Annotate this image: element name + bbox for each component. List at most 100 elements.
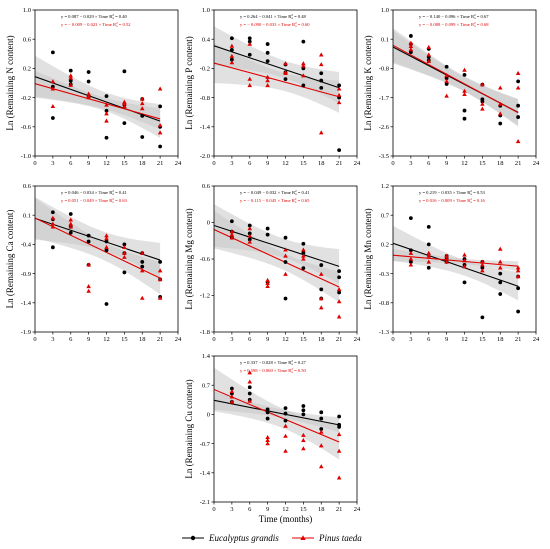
data-point-pinus xyxy=(122,103,127,109)
data-point-pinus xyxy=(265,280,270,286)
data-point-eucalyptus xyxy=(122,242,127,247)
r-squared-value: = 0.52 xyxy=(118,22,132,27)
regression-line-pinus xyxy=(214,388,340,443)
x-tick-label: 24 xyxy=(175,336,182,343)
x-tick-label: 18 xyxy=(318,506,325,513)
r-squared-subscript: a xyxy=(470,192,472,196)
data-point-pinus xyxy=(50,224,56,229)
data-point-eucalyptus xyxy=(265,407,270,412)
data-point-eucalyptus xyxy=(516,115,521,119)
data-point-pinus xyxy=(301,63,306,68)
equation-text: y = 0.087 − 0.029 × Time xyxy=(61,14,108,19)
data-point-pinus xyxy=(301,432,306,437)
data-point-pinus xyxy=(283,423,288,428)
x-tick-label: 18 xyxy=(318,160,325,167)
y-tick-label: 1.0 xyxy=(381,7,389,14)
x-tick-label: 12 xyxy=(282,506,289,513)
x-tick-label: 3 xyxy=(230,160,233,167)
data-point-eucalyptus xyxy=(86,79,91,84)
y-tick-label: -3.5 xyxy=(379,153,389,160)
data-point-pinus xyxy=(301,253,306,258)
data-point-eucalyptus xyxy=(104,108,109,113)
equation-text: y = 0.598 − 0.060 × Time xyxy=(240,368,287,373)
r-squared-value: = 0.60 xyxy=(297,22,311,27)
r-squared-symbol: R xyxy=(466,198,471,203)
regression-line-eucalyptus xyxy=(214,399,340,426)
data-point-pinus xyxy=(301,61,306,66)
data-point-pinus xyxy=(283,271,288,276)
regression-equation-pinus: y = − 0.009 − 0.023 × Time Ra2 = 0.52 xyxy=(61,21,131,28)
x-tick-label: 9 xyxy=(266,160,269,167)
y-tick-label: -1.7 xyxy=(379,95,390,102)
x-tick-label: 12 xyxy=(282,336,289,343)
data-point-pinus xyxy=(68,73,74,78)
data-point-pinus xyxy=(68,217,74,222)
r-squared-value: = 0.41 xyxy=(297,190,311,195)
data-point-pinus xyxy=(480,106,485,111)
x-tick-label: 15 xyxy=(300,336,307,343)
regression-equation-eucalyptus: y = 0.087 − 0.029 × Time Ra2 = 0.40 xyxy=(61,13,128,20)
data-point-pinus xyxy=(104,102,109,107)
data-point-pinus xyxy=(426,52,432,57)
y-axis-label: Ln (Remaining Ca content) xyxy=(5,210,15,309)
data-point-pinus xyxy=(318,62,324,67)
data-point-pinus xyxy=(426,250,432,255)
data-point-pinus xyxy=(336,287,342,292)
equation-text: y = − 0.009 − 0.023 × Time xyxy=(61,22,112,27)
x-tick-label: 6 xyxy=(69,160,73,167)
r-squared-superscript: 2 xyxy=(112,197,114,201)
regression-line-pinus xyxy=(35,217,161,279)
data-point-pinus xyxy=(50,103,56,109)
r-squared-subscript: a xyxy=(474,24,476,28)
regression-equation-eucalyptus: y = − 0.140 − 0.096 × Time Ra2 = 0.67 xyxy=(419,13,489,20)
x-tick-label: 24 xyxy=(354,160,361,167)
data-point-eucalyptus xyxy=(319,263,324,267)
x-tick-label: 12 xyxy=(103,336,110,343)
x-tick-label: 9 xyxy=(266,506,269,513)
x-tick-label: 15 xyxy=(300,160,307,167)
data-point-pinus xyxy=(139,106,145,111)
x-tick-label: 6 xyxy=(248,336,252,343)
x-tick-label: 18 xyxy=(139,160,146,167)
data-point-pinus xyxy=(86,284,91,289)
data-point-pinus xyxy=(515,85,521,90)
y-tick-label: -1.4 xyxy=(200,124,211,131)
data-point-pinus xyxy=(408,40,414,45)
panel-cu: 0 3 6 9 12 15 18 21 24 -2.1 -1.4 -0.7 0 0.7 1.4 Ln (Rem… xyxy=(184,353,361,524)
x-tick-label: 0 xyxy=(212,336,215,343)
data-point-pinus xyxy=(426,58,432,63)
x-tick-label: 9 xyxy=(445,336,448,343)
equation-text: y = 0.051 − 0.049 × Time xyxy=(61,198,108,203)
y-tick-label: -0.8 xyxy=(200,95,210,102)
x-tick-label: 9 xyxy=(266,336,269,343)
data-point-pinus xyxy=(247,83,253,88)
r-squared-value: = 0.48 xyxy=(293,14,307,19)
data-point-pinus xyxy=(229,394,235,399)
equation-text: y = 0.046 − 0.034 × Time xyxy=(61,190,108,195)
data-point-eucalyptus xyxy=(516,309,521,314)
r-squared-superscript: 2 xyxy=(291,13,293,17)
r-squared-symbol: R xyxy=(470,22,475,27)
data-point-eucalyptus xyxy=(516,79,521,84)
regression-equation-eucalyptus: y = 0.264 − 0.041 × Time Ra2 = 0.48 xyxy=(240,13,307,20)
data-point-eucalyptus xyxy=(50,50,55,55)
x-tick-label: 3 xyxy=(230,336,233,343)
equation-text: y = 0.219 − 0.035 × Time xyxy=(419,190,466,195)
regression-line-eucalyptus xyxy=(35,217,161,261)
data-point-pinus xyxy=(122,244,127,249)
y-axis-label: Ln (Remaining K content) xyxy=(363,35,373,130)
y-tick-label: 1.0 xyxy=(23,7,31,14)
r-squared-subscript: a xyxy=(295,24,297,28)
y-tick-label: 0.6 xyxy=(23,183,32,190)
data-point-eucalyptus xyxy=(498,271,503,276)
x-tick-label: 12 xyxy=(461,336,468,343)
r-squared-symbol: R xyxy=(466,190,471,195)
data-point-pinus xyxy=(336,432,342,437)
data-point-eucalyptus xyxy=(337,275,342,280)
y-tick-label: -0.6 xyxy=(21,124,32,131)
data-point-eucalyptus xyxy=(68,212,73,216)
data-point-eucalyptus xyxy=(301,39,306,44)
data-point-eucalyptus xyxy=(462,116,467,121)
r-squared-symbol: R xyxy=(287,368,292,373)
data-point-pinus xyxy=(301,73,306,78)
